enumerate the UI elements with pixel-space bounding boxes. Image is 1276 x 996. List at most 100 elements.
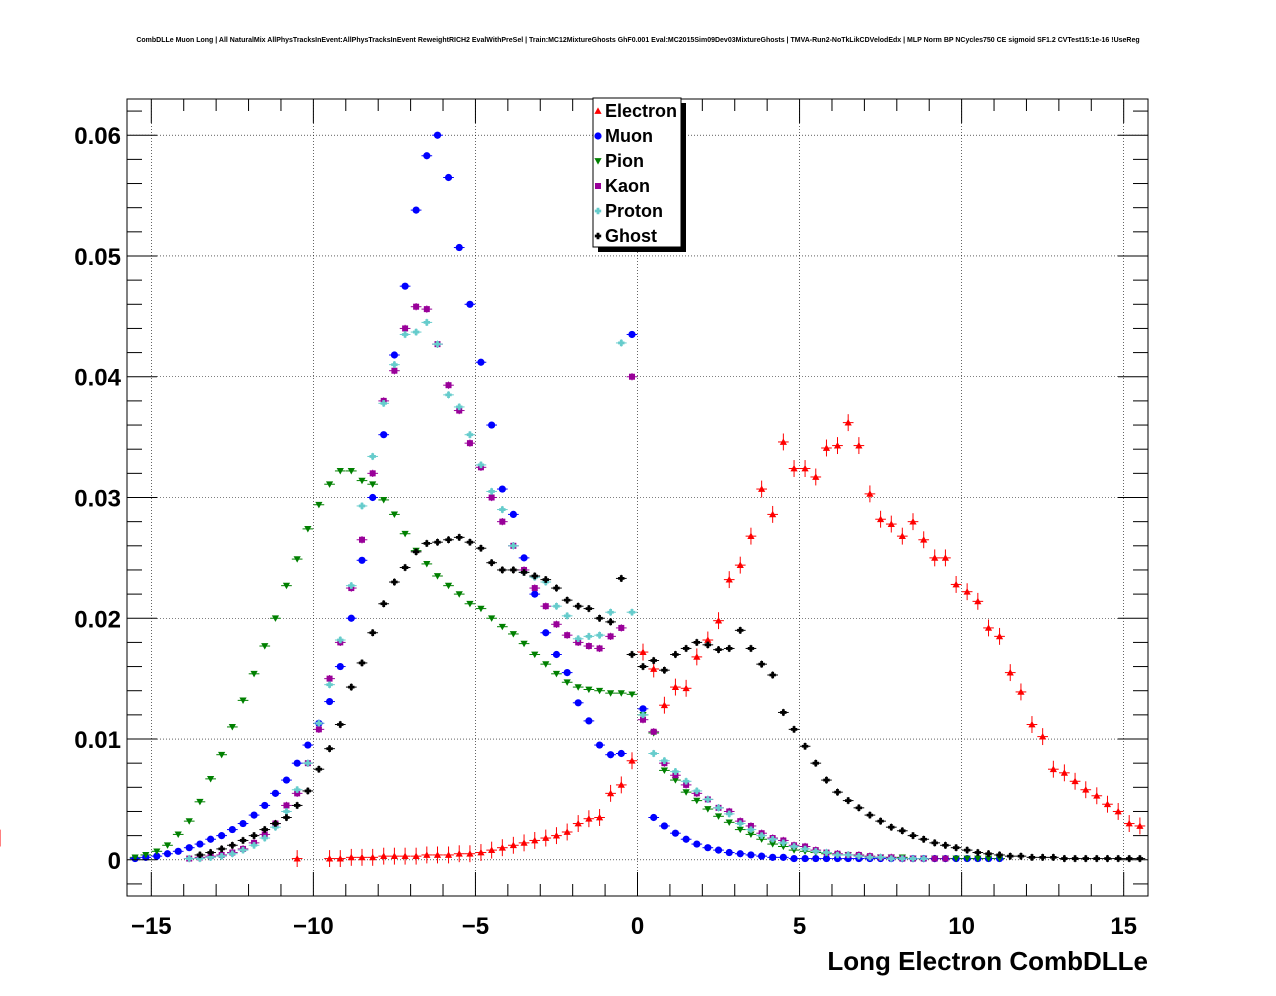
pion-point (758, 836, 766, 843)
kaon-point (488, 494, 495, 501)
proton-point (456, 403, 463, 411)
kaon-point (499, 518, 506, 525)
electron-point (790, 464, 798, 472)
electron-point (660, 701, 669, 709)
muon-point (380, 431, 388, 439)
electron-point (390, 852, 399, 860)
ghost-point (412, 548, 420, 556)
ghost-point (229, 842, 236, 849)
kaon-point (423, 306, 430, 313)
kaon-point (531, 585, 538, 592)
legend-label-pion: Pion (605, 151, 644, 171)
electron-point (1039, 733, 1047, 740)
ghost-point (920, 836, 927, 843)
ghost-point (672, 651, 679, 658)
legend-label-proton: Proton (605, 201, 663, 221)
pion-point (433, 573, 442, 580)
ghost-point (369, 629, 376, 636)
muon-point (606, 751, 615, 759)
pion-point (995, 855, 1004, 863)
pion-point (704, 806, 712, 813)
ghost-point (1071, 855, 1079, 862)
x-tick-label: 10 (948, 913, 975, 940)
y-tick-label: 0.01 (74, 727, 121, 754)
electron-point (628, 757, 636, 764)
electron-point (747, 532, 755, 540)
pion-point (228, 724, 236, 731)
proton-point (866, 854, 874, 861)
axis-ticks (127, 99, 1148, 896)
ghost-point (1136, 855, 1144, 862)
ghost-point (585, 605, 593, 612)
proton-point (650, 750, 657, 757)
electron-point (963, 588, 971, 595)
electron-point (758, 485, 766, 492)
ghost-point (596, 615, 603, 622)
ghost-point (769, 671, 776, 679)
ghost-point (488, 559, 495, 566)
muon-point (563, 668, 571, 677)
proton-point (888, 855, 895, 862)
ghost-point (466, 538, 474, 546)
proton-point (326, 681, 333, 688)
ghost-point (445, 536, 452, 543)
ghost-point (348, 683, 355, 691)
proton-point (207, 854, 214, 861)
electron-point (1006, 668, 1014, 676)
muon-point (704, 844, 712, 852)
pion-point (304, 526, 312, 533)
x-tick-label: 5 (793, 913, 806, 940)
electron-point (952, 580, 960, 588)
pion-point (380, 497, 388, 504)
proton-point (596, 631, 603, 639)
proton-point (693, 787, 701, 795)
kaon-point (607, 633, 614, 640)
proton-point (877, 854, 884, 861)
proton-point (380, 400, 387, 407)
electron-point (1017, 688, 1025, 695)
ghost-point (747, 645, 755, 652)
muon-point (779, 853, 787, 861)
electron-point (369, 853, 377, 861)
pion-point (477, 605, 485, 613)
pion-point (693, 797, 701, 805)
muon-point (769, 853, 777, 861)
electron-point (563, 828, 571, 835)
x-tick-label: −10 (293, 913, 334, 940)
muon-point (444, 173, 453, 182)
proton-point (369, 453, 376, 460)
pion-point (606, 690, 615, 697)
proton-point (909, 855, 917, 862)
proton-point (196, 855, 204, 862)
muon-point (822, 854, 831, 863)
ghost-point (1082, 855, 1089, 862)
pion-point (747, 831, 755, 839)
kaon-point (672, 772, 679, 779)
electron-point (477, 848, 485, 856)
legend-marker-pion (594, 158, 602, 165)
kaon-point (542, 603, 549, 610)
electron-point (639, 648, 647, 655)
electron-point (682, 684, 690, 692)
ghost-point (574, 602, 582, 610)
kaon-point (618, 624, 625, 631)
ghost-point (293, 802, 301, 809)
pion-point (617, 690, 625, 697)
electron-point (855, 441, 863, 449)
muon-point (595, 741, 604, 749)
electron-point (293, 854, 301, 862)
electron-point (542, 834, 550, 841)
x-tick-labels: −15 −10 −5 0 5 10 15 (131, 913, 1137, 940)
electron-point (444, 851, 453, 858)
ghost-point (823, 776, 830, 784)
ghost-point (315, 766, 323, 773)
pion-point (282, 582, 291, 590)
kaon-point (445, 382, 452, 389)
electron-point (920, 536, 928, 543)
ghost-point (337, 721, 344, 728)
electron-point (455, 850, 463, 857)
pion-point (488, 615, 496, 622)
electron-point (574, 819, 582, 827)
muon-point (261, 801, 269, 810)
pion-point (790, 847, 798, 854)
